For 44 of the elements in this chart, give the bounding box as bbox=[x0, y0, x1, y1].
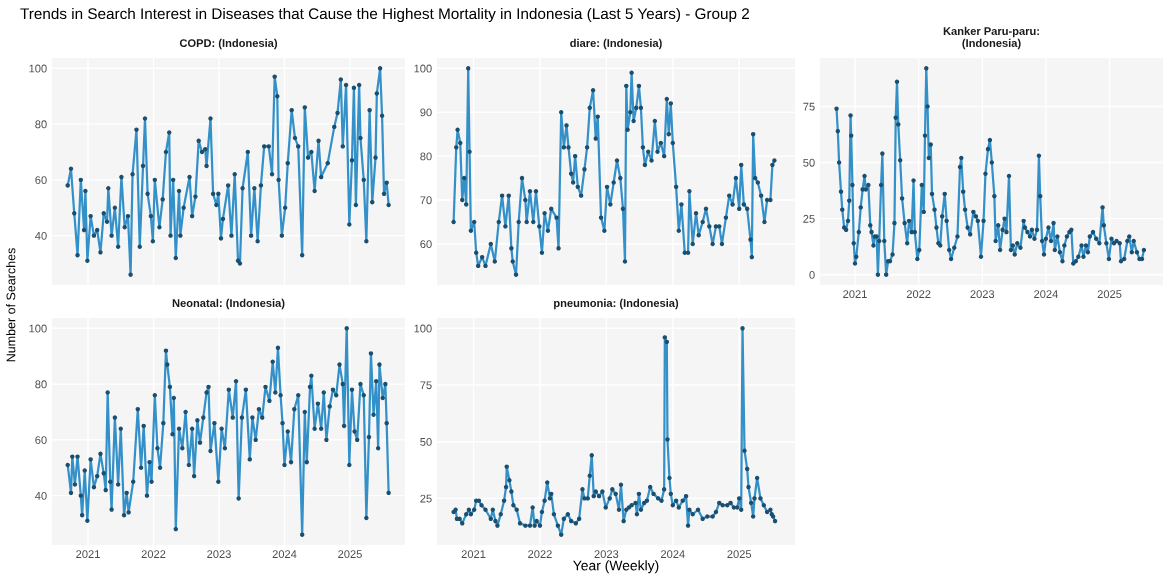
x-tick-label: 2023 bbox=[594, 550, 619, 559]
y-tick-label: 80 bbox=[35, 380, 47, 389]
x-tick-label: 2023 bbox=[207, 550, 231, 559]
x-tick-label: 2021 bbox=[461, 550, 486, 559]
y-axis-title: Number of Searches bbox=[6, 248, 16, 362]
y-tick-label: 70 bbox=[420, 196, 432, 205]
x-tick-label: 2025 bbox=[338, 550, 362, 559]
x-tick-label: 2021 bbox=[76, 550, 100, 559]
x-tick-label: 2025 bbox=[727, 550, 752, 559]
chart-title: Neonatal: (Indonesia) bbox=[172, 298, 285, 310]
x-tick-label: 2024 bbox=[1034, 290, 1058, 299]
chart-title: pneumonia: (Indonesia) bbox=[554, 298, 679, 310]
y-tick-label: 100 bbox=[29, 324, 47, 333]
y-tick-label: 0 bbox=[809, 270, 815, 279]
chart-title: COPD: (Indonesia) bbox=[179, 38, 278, 50]
chart-title: diare: (Indonesia) bbox=[570, 38, 662, 50]
y-tick-label: 50 bbox=[803, 158, 815, 167]
x-tick-label: 2022 bbox=[906, 290, 931, 299]
y-tick-label: 75 bbox=[803, 102, 815, 111]
y-tick-label: 60 bbox=[35, 436, 47, 444]
x-tick-label: 2024 bbox=[660, 550, 685, 559]
x-tick-label: 2022 bbox=[528, 550, 552, 559]
y-tick-label: 80 bbox=[35, 120, 47, 129]
y-tick-label: 25 bbox=[420, 494, 432, 503]
y-tick-label: 80 bbox=[420, 152, 432, 161]
chart-title: Kanker Paru-paru: (Indonesia) bbox=[943, 26, 1039, 50]
x-tick-label: 2025 bbox=[1097, 290, 1122, 299]
x-tick-label: 2021 bbox=[843, 290, 867, 299]
text: Trends in Search Interest in Diseases that Cause the Highest Mortality in Indonesia (Last 5 Years) - Group 2 bbox=[20, 7, 749, 23]
x-tick-label: 2022 bbox=[141, 550, 166, 559]
y-tick-label: 100 bbox=[414, 324, 432, 333]
y-tick-label: 40 bbox=[35, 231, 47, 240]
y-tick-label: 90 bbox=[420, 108, 432, 117]
y-tick-label: 25 bbox=[803, 214, 815, 223]
x-tick-label: 2023 bbox=[970, 290, 995, 299]
y-tick-label: 100 bbox=[29, 64, 47, 73]
y-tick-label: 50 bbox=[420, 437, 432, 446]
x-axis-title: Year (Weekly) bbox=[573, 560, 659, 574]
x-tick-label: 2024 bbox=[272, 550, 297, 559]
y-tick-label: 60 bbox=[35, 176, 47, 184]
y-tick-label: 100 bbox=[414, 64, 432, 73]
y-tick-label: 75 bbox=[420, 381, 432, 390]
y-tick-label: 60 bbox=[420, 240, 432, 249]
y-tick-label: 40 bbox=[35, 491, 47, 500]
